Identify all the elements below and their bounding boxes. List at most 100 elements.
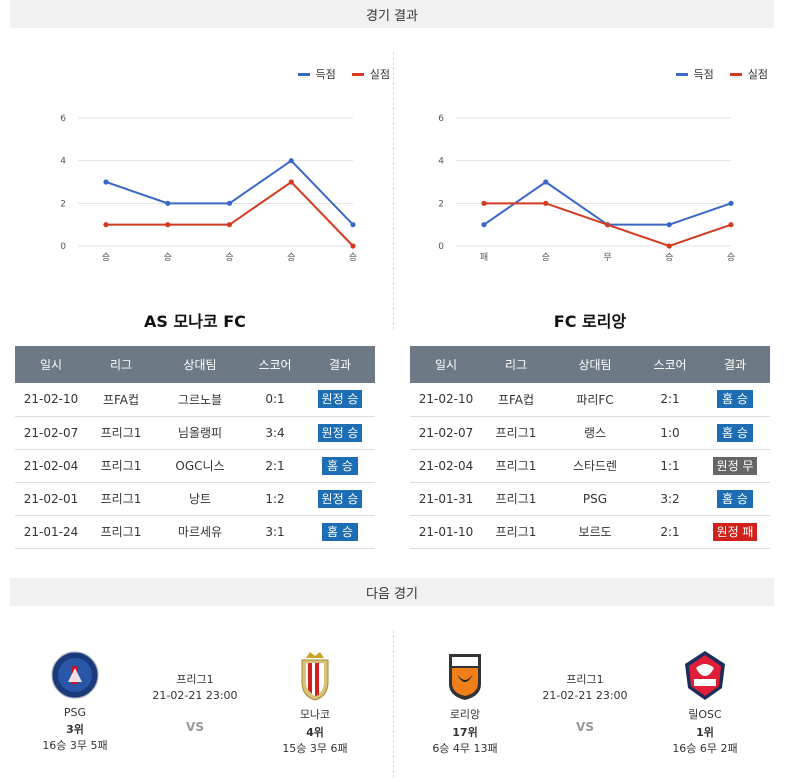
cell-date: 21-02-07 bbox=[15, 416, 87, 450]
team-record: 15승 3무 6패 bbox=[282, 742, 348, 755]
cell-opponent: 마르세유 bbox=[155, 515, 245, 549]
cell-opponent: 파리FC bbox=[550, 383, 640, 417]
chart-legend: 득점 실점 bbox=[675, 66, 768, 82]
cell-league: 프리그1 bbox=[482, 416, 550, 450]
cell-result: 홈 승 bbox=[700, 482, 770, 516]
table-header-row: 일시 리그 상대팀 스코어 결과 bbox=[15, 346, 375, 383]
x-tick-label: 승 bbox=[727, 252, 735, 263]
away-team: 릴OSC 1위 16승 6무 2패 bbox=[640, 640, 770, 756]
team-name: 모나코 bbox=[299, 708, 331, 721]
series-scored-point bbox=[288, 158, 294, 164]
y-tick-label: 2 bbox=[60, 199, 66, 209]
team-name: 로리앙 bbox=[449, 708, 481, 721]
section-title: 다음 경기 bbox=[366, 586, 418, 602]
section-title: 경기 결과 bbox=[366, 8, 418, 24]
cell-date: 21-02-01 bbox=[15, 482, 87, 516]
results-table-left: 일시 리그 상대팀 스코어 결과 21-02-10 프FA컵 그르노블 0:1 원정 승… bbox=[15, 346, 375, 549]
header-date: 일시 bbox=[15, 346, 87, 383]
series-conceded-point bbox=[666, 243, 672, 249]
series-conceded-point bbox=[481, 200, 487, 206]
team-title-left: AS 모나코 FC bbox=[144, 312, 246, 331]
next-match-card: PSG 3위 16승 3무 5패 프리그1 21-02-21 23:00 VS … bbox=[10, 640, 380, 780]
line-chart: 0 2 4 6 승 승 승 승 승 bbox=[60, 114, 357, 263]
legend-item-scored: 득점 bbox=[675, 66, 714, 82]
match-league: 프리그1 bbox=[566, 673, 604, 686]
cell-league: 프리그1 bbox=[482, 449, 550, 483]
cell-league: 프FA컵 bbox=[87, 383, 155, 417]
y-tick-label: 0 bbox=[438, 242, 444, 252]
series-scored-point bbox=[728, 200, 734, 206]
cell-result: 원정 패 bbox=[700, 515, 770, 549]
cell-result: 홈 승 bbox=[700, 416, 770, 450]
team-name: PSG bbox=[63, 706, 87, 719]
header-result: 결과 bbox=[305, 346, 375, 383]
section-header-results: 경기 결과 bbox=[10, 0, 774, 28]
table-row: 21-02-07 프리그1 랭스 1:0 홈 승 bbox=[410, 416, 770, 450]
series-scored-line bbox=[105, 159, 354, 226]
team-record: 16승 6무 2패 bbox=[672, 742, 738, 755]
table-row: 21-02-01 프리그1 낭트 1:2 원정 승 bbox=[15, 482, 375, 516]
cell-date: 21-02-04 bbox=[410, 449, 482, 483]
series-scored-point bbox=[481, 222, 487, 228]
cell-league: 프리그1 bbox=[87, 449, 155, 483]
x-tick-label: 승 bbox=[164, 252, 172, 263]
cell-score: 1:1 bbox=[640, 449, 700, 483]
table-row: 21-01-10 프리그1 보르도 2:1 원정 패 bbox=[410, 515, 770, 549]
y-tick-label: 6 bbox=[60, 114, 66, 124]
cell-result: 홈 승 bbox=[305, 515, 375, 549]
series-conceded-point bbox=[604, 222, 611, 228]
cell-score: 3:2 bbox=[640, 482, 700, 516]
legend-label: 실점 bbox=[369, 68, 390, 81]
header-league: 리그 bbox=[482, 346, 550, 383]
result-badge: 원정 무 bbox=[712, 456, 758, 475]
home-team: 로리앙 17위 6승 4무 13패 bbox=[400, 640, 530, 756]
header-score: 스코어 bbox=[245, 346, 305, 383]
cell-league: 프리그1 bbox=[87, 416, 155, 450]
vs-label: VS bbox=[576, 720, 594, 734]
table-row: 21-01-24 프리그1 마르세유 3:1 홈 승 bbox=[15, 515, 375, 549]
table-header-row: 일시 리그 상대팀 스코어 결과 bbox=[410, 346, 770, 383]
legend-item-conceded: 실점 bbox=[729, 66, 768, 82]
cell-score: 1:0 bbox=[640, 416, 700, 450]
header-opponent: 상대팀 bbox=[155, 346, 245, 383]
legend-swatch-conceded bbox=[351, 72, 364, 76]
y-tick-label: 6 bbox=[438, 114, 444, 124]
cell-date: 21-01-31 bbox=[410, 482, 482, 516]
lorient-logo-icon bbox=[449, 654, 481, 700]
series-scored-point bbox=[543, 179, 549, 185]
team-record: 6승 4무 13패 bbox=[432, 742, 498, 755]
home-team: PSG 3위 16승 3무 5패 bbox=[10, 640, 140, 753]
x-tick-label: 승 bbox=[225, 252, 233, 263]
match-datetime: 21-02-21 23:00 bbox=[152, 689, 238, 702]
legend-label: 실점 bbox=[747, 68, 768, 81]
cell-score: 2:1 bbox=[640, 515, 700, 549]
table-row: 21-02-04 프리그1 스타드렌 1:1 원정 무 bbox=[410, 449, 770, 483]
section-header-next: 다음 경기 bbox=[10, 578, 774, 606]
cell-opponent: 스타드렌 bbox=[550, 449, 640, 483]
cell-league: 프리그1 bbox=[482, 515, 550, 549]
cell-date: 21-02-10 bbox=[15, 383, 87, 417]
y-tick-label: 4 bbox=[60, 157, 66, 167]
cell-result: 원정 무 bbox=[700, 449, 770, 483]
table-row: 21-01-31 프리그1 PSG 3:2 홈 승 bbox=[410, 482, 770, 516]
match-info: 프리그1 21-02-21 23:00 bbox=[530, 672, 640, 704]
cell-date: 21-02-07 bbox=[410, 416, 482, 450]
cell-opponent: OGC니스 bbox=[155, 449, 245, 483]
chart-left: 득점 실점 0 2 4 6 승 승 승 승 승 bbox=[32, 52, 392, 292]
series-conceded-point bbox=[165, 222, 171, 228]
column-divider bbox=[393, 52, 394, 330]
lille-logo-icon bbox=[685, 651, 725, 700]
cell-league: 프리그1 bbox=[482, 482, 550, 516]
result-badge: 홈 승 bbox=[717, 390, 753, 409]
result-badge: 원정 패 bbox=[712, 522, 758, 541]
legend-swatch-conceded bbox=[729, 72, 742, 76]
series-conceded-point bbox=[543, 200, 549, 206]
cell-result: 원정 승 bbox=[305, 482, 375, 516]
x-tick-label: 무 bbox=[603, 252, 611, 263]
y-tick-label: 0 bbox=[60, 242, 66, 252]
header-result: 결과 bbox=[700, 346, 770, 383]
cell-score: 2:1 bbox=[640, 383, 700, 417]
cell-score: 3:1 bbox=[245, 515, 305, 549]
vs-label: VS bbox=[186, 720, 204, 734]
